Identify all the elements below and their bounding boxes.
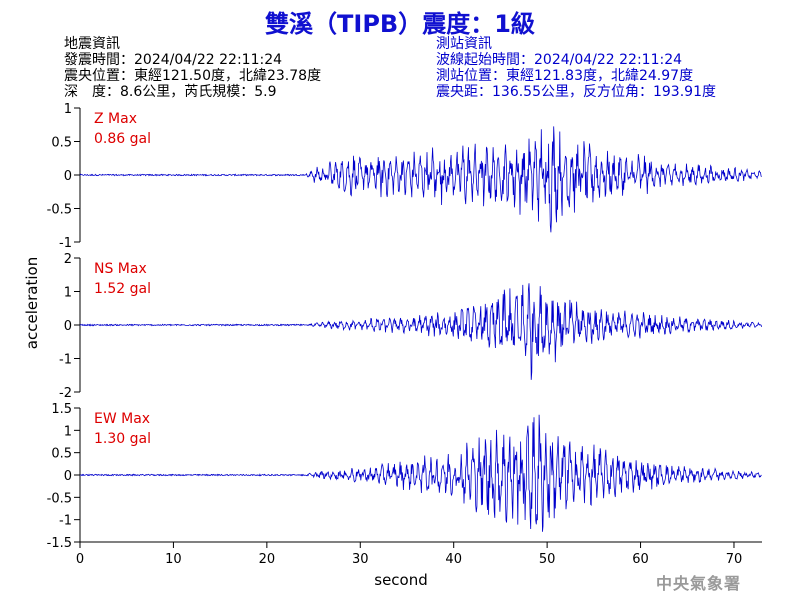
quake-info-block: 地震資訊 發震時間：2024/04/22 22:11:24 震央位置：東經121… <box>64 36 321 100</box>
quake-depth-value: 8.6公里，芮氏規模：5.9 <box>120 84 277 100</box>
station-position-value: 東經121.83度，北緯24.97度 <box>506 68 694 84</box>
station-onset-row: 波線起始時間：2024/04/22 22:11:24 <box>436 52 716 68</box>
y-tick-label: -1 <box>59 353 72 368</box>
x-axis-label: second <box>374 571 428 589</box>
x-tick-label: 50 <box>539 552 556 567</box>
y-tick-label: -0.5 <box>47 203 72 218</box>
x-tick-label: 20 <box>259 552 276 567</box>
y-tick-label: 1 <box>64 286 72 301</box>
y-tick-label: 0 <box>64 469 72 484</box>
waveform-trace-ns <box>79 283 762 380</box>
panel-ns: 2 1 0 -1 -2 NS Max 1.52 gal <box>59 252 763 401</box>
quake-location-value: 東經121.50度，北緯23.78度 <box>134 68 322 84</box>
y-axis-label: acceleration <box>23 257 41 349</box>
station-onset-value: 2024/04/22 22:11:24 <box>534 52 683 68</box>
y-tick-label: 1 <box>64 102 72 117</box>
y-tick-label: 1.5 <box>51 402 72 417</box>
y-tick-label: -1 <box>59 514 72 529</box>
max-label: Z Max <box>94 111 137 127</box>
y-tick-label: -1.5 <box>47 536 72 551</box>
station-onset-label: 波線起始時間： <box>436 52 534 68</box>
panel-ew: 1.5 1 0.5 0 -0.5 -1 -1.5 EW Max 1.30 gal 0 10 20 30 4… <box>47 402 763 589</box>
station-distance-row: 震央距：136.55公里，反方位角：193.91度 <box>436 84 716 100</box>
max-value: 1.30 gal <box>94 431 151 447</box>
waveform-trace-z <box>79 126 762 233</box>
waveform-trace-ew <box>79 414 762 532</box>
x-tick-label: 10 <box>165 552 182 567</box>
max-value: 0.86 gal <box>94 131 151 147</box>
quake-location-label: 震央位置： <box>64 68 134 84</box>
quake-time-value: 2024/04/22 22:11:24 <box>134 52 283 68</box>
x-tick-label: 70 <box>726 552 743 567</box>
quake-depth-label: 深 度： <box>64 84 120 100</box>
station-info-heading: 測站資訊 <box>436 36 492 52</box>
station-info-block: 測站資訊 波線起始時間：2024/04/22 22:11:24 測站位置：東經1… <box>436 36 716 100</box>
y-tick-label: 2 <box>64 252 72 267</box>
x-tick-label: 40 <box>445 552 462 567</box>
max-label: EW Max <box>94 411 150 427</box>
y-tick-label: 0 <box>64 319 72 334</box>
chart-title: 雙溪（TIPB）震度：1級 <box>265 10 535 38</box>
y-tick-label: 0.5 <box>51 136 72 151</box>
quake-time-row: 發震時間：2024/04/22 22:11:24 <box>64 52 321 68</box>
y-tick-label: -2 <box>59 386 72 401</box>
panel-z: 1 0.5 0 -0.5 -1 Z Max 0.86 gal <box>47 102 763 251</box>
station-distance-value: 136.55公里，反方位角：193.91度 <box>492 84 716 100</box>
x-tick-label: 60 <box>632 552 649 567</box>
quake-depth-row: 深 度：8.6公里，芮氏規模：5.9 <box>64 84 321 100</box>
quake-location-row: 震央位置：東經121.50度，北緯23.78度 <box>64 68 321 84</box>
max-value: 1.52 gal <box>94 281 151 297</box>
x-tick-label: 30 <box>352 552 369 567</box>
x-tick-label: 0 <box>76 552 84 567</box>
y-tick-label: 0 <box>64 169 72 184</box>
y-tick-label: -0.5 <box>47 491 72 506</box>
station-position-label: 測站位置： <box>436 68 506 84</box>
station-position-row: 測站位置：東經121.83度，北緯24.97度 <box>436 68 716 84</box>
y-tick-label: -1 <box>59 236 72 251</box>
y-tick-label: 1 <box>64 424 72 439</box>
quake-time-label: 發震時間： <box>64 52 134 68</box>
y-tick-label: 0.5 <box>51 447 72 462</box>
station-distance-label: 震央距： <box>436 84 492 100</box>
quake-info-heading: 地震資訊 <box>64 36 120 52</box>
agency-watermark: 中央氣象署 <box>656 574 742 593</box>
max-label: NS Max <box>94 261 147 277</box>
